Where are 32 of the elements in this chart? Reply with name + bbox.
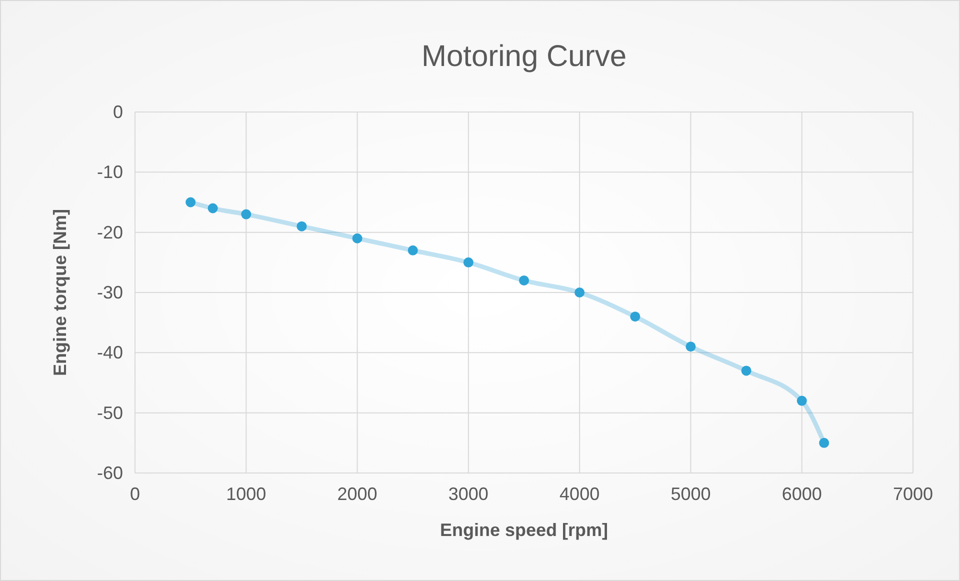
point <box>819 438 830 448</box>
y-tick-label: -40 <box>96 342 123 363</box>
x-tick-label: 5000 <box>670 484 711 504</box>
point <box>296 221 307 232</box>
chart-title: Motoring Curve <box>421 40 627 73</box>
y-tick-label: 0 <box>112 102 123 122</box>
x-axis-title: Engine speed [rpm] <box>440 520 608 540</box>
x-tick-label: 6000 <box>782 484 822 504</box>
point <box>352 233 362 244</box>
y-tick-label: -50 <box>96 402 123 423</box>
y-tick-label: -10 <box>96 162 123 182</box>
point <box>208 203 218 214</box>
point <box>574 288 585 298</box>
point <box>686 342 696 352</box>
x-tick-label: 1000 <box>226 484 266 504</box>
point <box>408 245 418 256</box>
point <box>519 275 529 286</box>
point <box>241 209 252 220</box>
x-tick-label: 3000 <box>448 484 488 504</box>
point <box>463 257 474 268</box>
point <box>796 396 807 406</box>
point <box>741 366 752 376</box>
point <box>186 197 196 208</box>
y-axis-title: Engine torque [Nm] <box>50 209 70 376</box>
x-tick-label: 7000 <box>892 484 934 504</box>
x-tick-label: 4000 <box>560 484 600 504</box>
y-tick-label: -60 <box>96 463 123 483</box>
y-tick-label: -20 <box>96 222 123 242</box>
point <box>630 312 640 322</box>
x-tick-label: 2000 <box>337 484 378 504</box>
x-tick-label: 0 <box>130 484 140 504</box>
y-tick-label: -30 <box>96 282 123 302</box>
